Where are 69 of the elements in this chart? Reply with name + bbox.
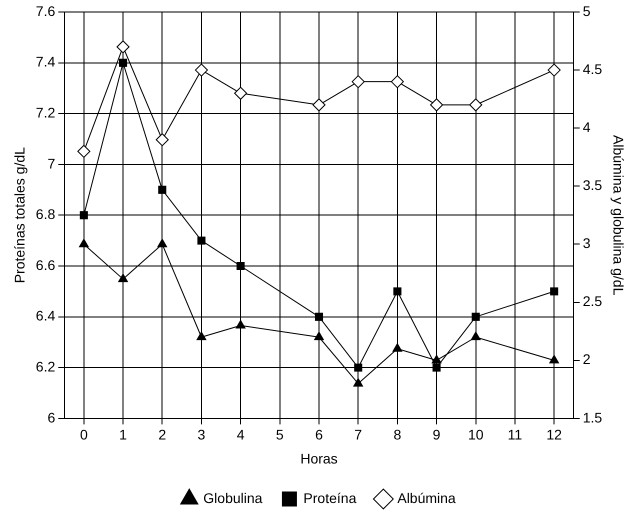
y-tick-label: 6.4 — [36, 308, 56, 324]
y-axis-title: Proteínas totales g/dL — [11, 146, 28, 284]
point — [352, 75, 365, 88]
x-tick-label: 10 — [468, 426, 484, 443]
point — [354, 364, 362, 372]
y-tick-label: 6.2 — [36, 358, 56, 374]
point — [80, 211, 88, 220]
point — [312, 98, 326, 112]
y-tick-label: 6.6 — [36, 256, 56, 273]
point — [390, 75, 404, 88]
point — [77, 144, 90, 158]
x-tick-label: 5 — [276, 426, 284, 443]
point — [469, 98, 482, 112]
point — [432, 364, 441, 372]
legend-label: Globulina — [203, 490, 263, 506]
x-tick-label: 7 — [354, 426, 362, 443]
point — [234, 86, 248, 100]
point — [236, 262, 245, 270]
point — [314, 332, 324, 340]
x-tick-label: 4 — [236, 426, 245, 443]
point — [548, 64, 561, 77]
y2-tick-label: 4.5 — [582, 60, 602, 77]
y2-tick-label: 1.5 — [582, 409, 602, 426]
point — [472, 312, 480, 321]
point — [432, 354, 442, 364]
point — [197, 236, 206, 245]
legend-label: Albúmina — [397, 490, 456, 506]
y2-tick-label: 4 — [582, 118, 591, 135]
point — [549, 354, 559, 364]
x-tick-label: 0 — [80, 426, 88, 443]
y-tick-label: 7.6 — [36, 2, 56, 19]
x-tick-label: 1 — [119, 426, 128, 443]
point — [79, 238, 89, 248]
point — [393, 287, 402, 296]
x-tick-label: 8 — [393, 426, 402, 443]
y2-axis-title: Albúmina y globulina g/dL — [610, 135, 627, 296]
y-tick-label: 7.2 — [36, 104, 56, 120]
point — [392, 343, 402, 352]
y2-tick-label: 3.5 — [582, 177, 602, 194]
legend-label: Proteína — [303, 490, 357, 506]
point — [196, 332, 206, 340]
y2-tick-label: 2 — [582, 351, 591, 368]
point — [157, 238, 168, 248]
x-tick-label: 6 — [315, 426, 324, 443]
point — [470, 332, 481, 340]
y2-tick-label: 3 — [582, 235, 591, 252]
y-tick-label: 6.8 — [36, 206, 56, 222]
point — [430, 98, 444, 112]
y2-tick-label: 2.5 — [582, 293, 602, 310]
point — [156, 133, 169, 146]
y-tick-label: 7 — [47, 155, 56, 172]
x-tick-label: 2 — [158, 426, 166, 443]
point — [314, 312, 324, 321]
y-tick-label: 6 — [47, 409, 56, 426]
point — [158, 186, 166, 194]
x-tick-label: 9 — [432, 426, 441, 443]
y-tick-label: 7.4 — [36, 54, 56, 70]
y2-tick-label: 5 — [582, 2, 591, 19]
x-tick-label: 12 — [546, 426, 562, 443]
point — [116, 40, 130, 54]
point — [119, 58, 128, 67]
x-axis-title: Horas — [300, 450, 338, 466]
point — [550, 287, 558, 296]
point — [236, 320, 246, 329]
point — [194, 64, 208, 77]
point — [118, 274, 128, 282]
x-tick-label: 11 — [508, 426, 522, 443]
point — [353, 378, 364, 387]
x-tick-label: 3 — [198, 426, 206, 443]
